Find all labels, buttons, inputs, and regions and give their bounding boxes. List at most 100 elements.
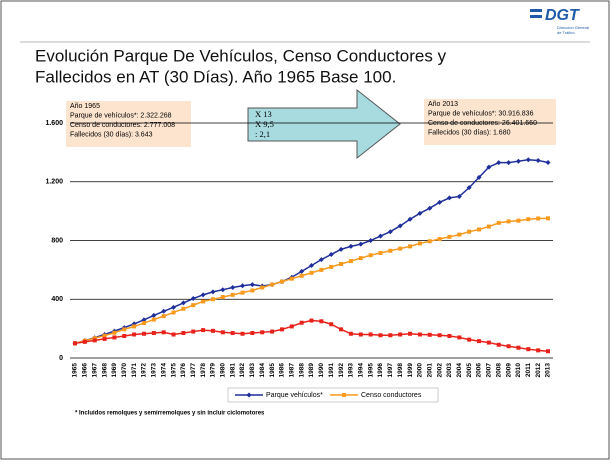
marker (190, 296, 196, 302)
marker (201, 328, 206, 333)
marker (348, 331, 353, 336)
x-tick-label: 1969 (111, 363, 118, 378)
marker (299, 320, 304, 325)
x-tick-label: 1966 (82, 363, 89, 378)
marker (339, 327, 344, 332)
marker (496, 160, 502, 166)
y-tick-label: 400 (51, 296, 63, 303)
marker (467, 229, 472, 234)
logo-bar (530, 9, 542, 12)
marker (181, 331, 186, 336)
title: Fallecidos en AT (30 Días). Año 1965 Bas… (35, 67, 396, 86)
marker (476, 174, 482, 180)
marker (309, 318, 314, 323)
footnote: * Incluidos remolques y semirremolques y… (75, 411, 265, 417)
marker (477, 339, 482, 344)
marker (486, 224, 491, 229)
marker (299, 268, 305, 274)
x-tick-label: 2001 (426, 363, 433, 378)
x-tick-label: 2009 (505, 363, 512, 378)
x-tick-label: 1982 (239, 363, 246, 378)
x-tick-label: 1998 (397, 363, 404, 378)
x-tick-label: 1996 (377, 363, 384, 378)
x-tick-label: 1973 (151, 363, 158, 378)
marker (191, 303, 196, 308)
annotation: Parque de vehículos*: 30.916.836 (428, 110, 534, 117)
title: Evolución Parque De Vehículos, Censo Con… (35, 46, 447, 65)
marker (397, 223, 403, 229)
marker (309, 270, 314, 275)
x-tick-label: 1990 (318, 363, 325, 378)
marker (289, 324, 294, 329)
marker (270, 329, 275, 334)
marker (446, 195, 452, 201)
logo: DGT Dirección General de Tráfico (530, 7, 589, 35)
x-tick-label: 2008 (495, 363, 502, 378)
marker (417, 332, 422, 337)
y-tick-label: 0 (59, 355, 63, 362)
marker (545, 160, 551, 166)
marker (141, 331, 146, 336)
x-tick-label: 2011 (525, 363, 532, 377)
marker (319, 319, 324, 324)
marker (240, 283, 246, 289)
marker (437, 199, 443, 205)
x-tick-label: 1979 (210, 363, 217, 378)
logo-text: DGT (545, 7, 580, 24)
marker (466, 185, 472, 191)
marker (368, 332, 373, 337)
marker (200, 292, 206, 298)
x-tick-label: 1983 (249, 363, 256, 378)
marker (102, 336, 107, 341)
x-tick-label: 1965 (72, 363, 79, 378)
y-tick-label: 800 (51, 237, 63, 244)
marker (73, 341, 77, 346)
marker (260, 285, 265, 290)
annotation: : 2,1 (255, 129, 270, 139)
marker (279, 279, 284, 284)
marker (230, 285, 236, 290)
marker (191, 329, 196, 334)
annotation: Año 2013 (428, 101, 458, 108)
legend-label: Censo conductores (361, 392, 422, 399)
marker (515, 158, 521, 164)
marker (299, 273, 304, 278)
annotation: Censo de conductores: 26.401.660 (428, 120, 537, 127)
annotation-box (66, 101, 191, 147)
marker (506, 344, 511, 349)
marker (102, 333, 107, 338)
marker (289, 276, 294, 281)
marker (496, 342, 501, 347)
marker (220, 330, 225, 335)
marker (388, 248, 393, 253)
marker (151, 317, 156, 322)
annotation: X 13 (255, 109, 272, 119)
annotation-box (424, 99, 556, 145)
legend-marker (342, 393, 346, 397)
marker (398, 246, 403, 251)
x-tick-label: 2005 (466, 363, 473, 378)
x-tick-label: 2013 (545, 363, 552, 378)
marker (112, 335, 117, 340)
x-tick-label: 1997 (387, 363, 394, 378)
x-tick-label: 2004 (456, 363, 463, 378)
marker (546, 216, 550, 221)
marker (171, 304, 177, 310)
x-tick-label: 1981 (229, 363, 236, 378)
marker (535, 157, 541, 163)
x-tick-label: 1992 (338, 363, 345, 378)
marker (260, 330, 265, 335)
marker (210, 297, 215, 302)
x-tick-label: 1989 (308, 363, 315, 378)
marker (161, 330, 166, 335)
x-tick-label: 2012 (535, 363, 542, 378)
marker (210, 328, 215, 333)
annotation: Fallecidos (30 días): 3.643 (70, 131, 153, 138)
marker (546, 349, 550, 354)
marker (427, 332, 432, 337)
marker (398, 332, 403, 337)
y-tick-label: 1.200 (45, 179, 63, 186)
x-tick-label: 1967 (91, 363, 98, 378)
